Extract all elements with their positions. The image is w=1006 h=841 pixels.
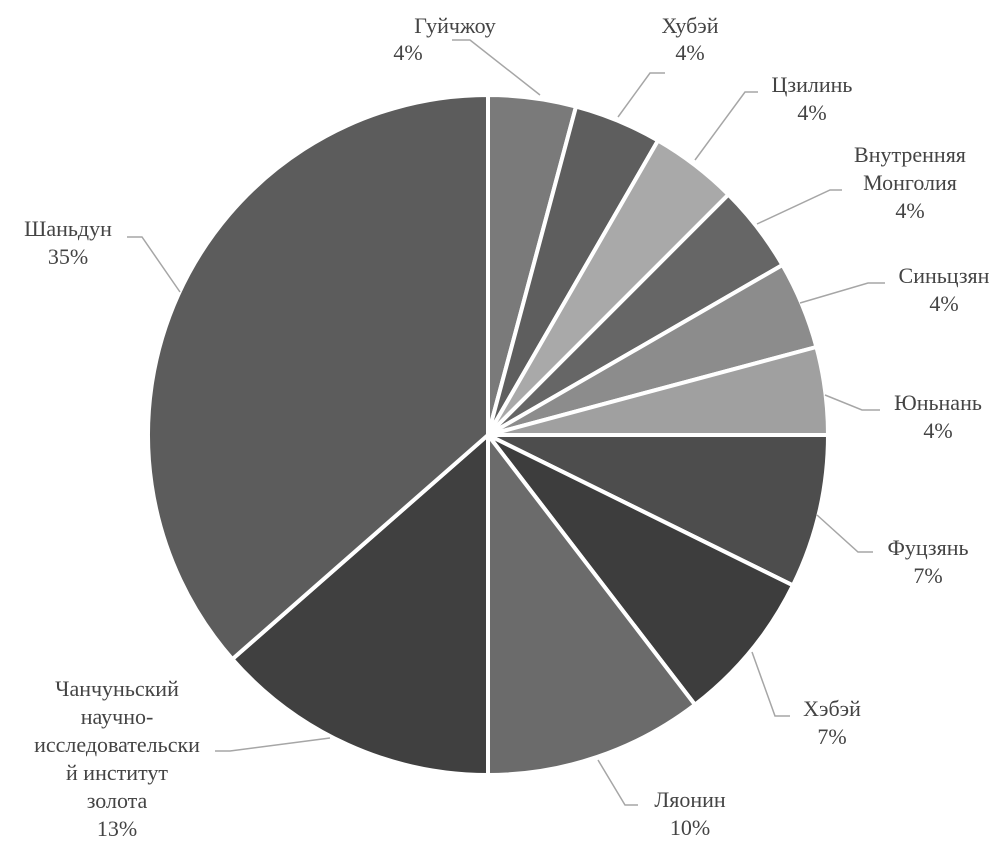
slice-percent-label: 10% (670, 815, 710, 840)
leader-line (751, 651, 790, 717)
slice-name-label: Фуцзянь (887, 535, 968, 560)
leader-line (452, 39, 541, 96)
slice-name-label: Монголия (863, 170, 957, 195)
slice-name-label: Хэбэй (803, 696, 861, 721)
slice-percent-label: 7% (817, 724, 846, 749)
slice-percent-label: 4% (675, 40, 704, 65)
leader-line (694, 91, 758, 161)
slice-percent-label: 7% (913, 563, 942, 588)
slice-name-label: Синьцзян (899, 263, 990, 288)
slice-labels: Гуйчжоу4%Хубэй4%Цзилинь4%ВнутренняяМонго… (24, 13, 990, 841)
leader-line (756, 189, 842, 225)
slice-name-label: Юньнань (894, 390, 982, 415)
leader-line (824, 394, 880, 411)
slice-percent-label: 4% (393, 40, 422, 65)
slice-percent-label: 35% (48, 244, 88, 269)
slice-name-label: Ляонин (654, 787, 726, 812)
slice-percent-label: 4% (895, 198, 924, 223)
leader-line (816, 514, 873, 553)
slice-percent-label: 13% (97, 816, 137, 841)
leader-line (215, 737, 331, 752)
pie-slice (230, 433, 490, 777)
pie-slice (145, 93, 490, 662)
slice-percent-label: 4% (923, 418, 952, 443)
pie-slice (486, 433, 697, 777)
leader-lines (127, 39, 885, 806)
slices-layer (145, 93, 830, 777)
leader-line (617, 72, 665, 118)
slice-percent-label: 4% (797, 100, 826, 125)
slice-name-label: исследовательски (34, 732, 200, 757)
slice-name-label: Внутренняя (854, 142, 966, 167)
slice-name-label: Чанчуньский (55, 676, 179, 701)
slice-percent-label: 4% (929, 291, 958, 316)
leader-line (799, 282, 885, 304)
slice-name-label: Шаньдун (24, 216, 112, 241)
slice-name-label: Цзилинь (772, 72, 853, 97)
pie-slice (486, 433, 795, 707)
slice-name-label: научно- (81, 704, 154, 729)
slice-name-label: Хубэй (661, 13, 718, 38)
leader-line (597, 759, 638, 806)
slice-name-label: золота (87, 788, 148, 813)
slice-name-label: Гуйчжоу (414, 13, 496, 38)
slice-name-label: й институт (66, 760, 168, 785)
pie-slice (486, 433, 830, 588)
leader-line (127, 236, 181, 293)
